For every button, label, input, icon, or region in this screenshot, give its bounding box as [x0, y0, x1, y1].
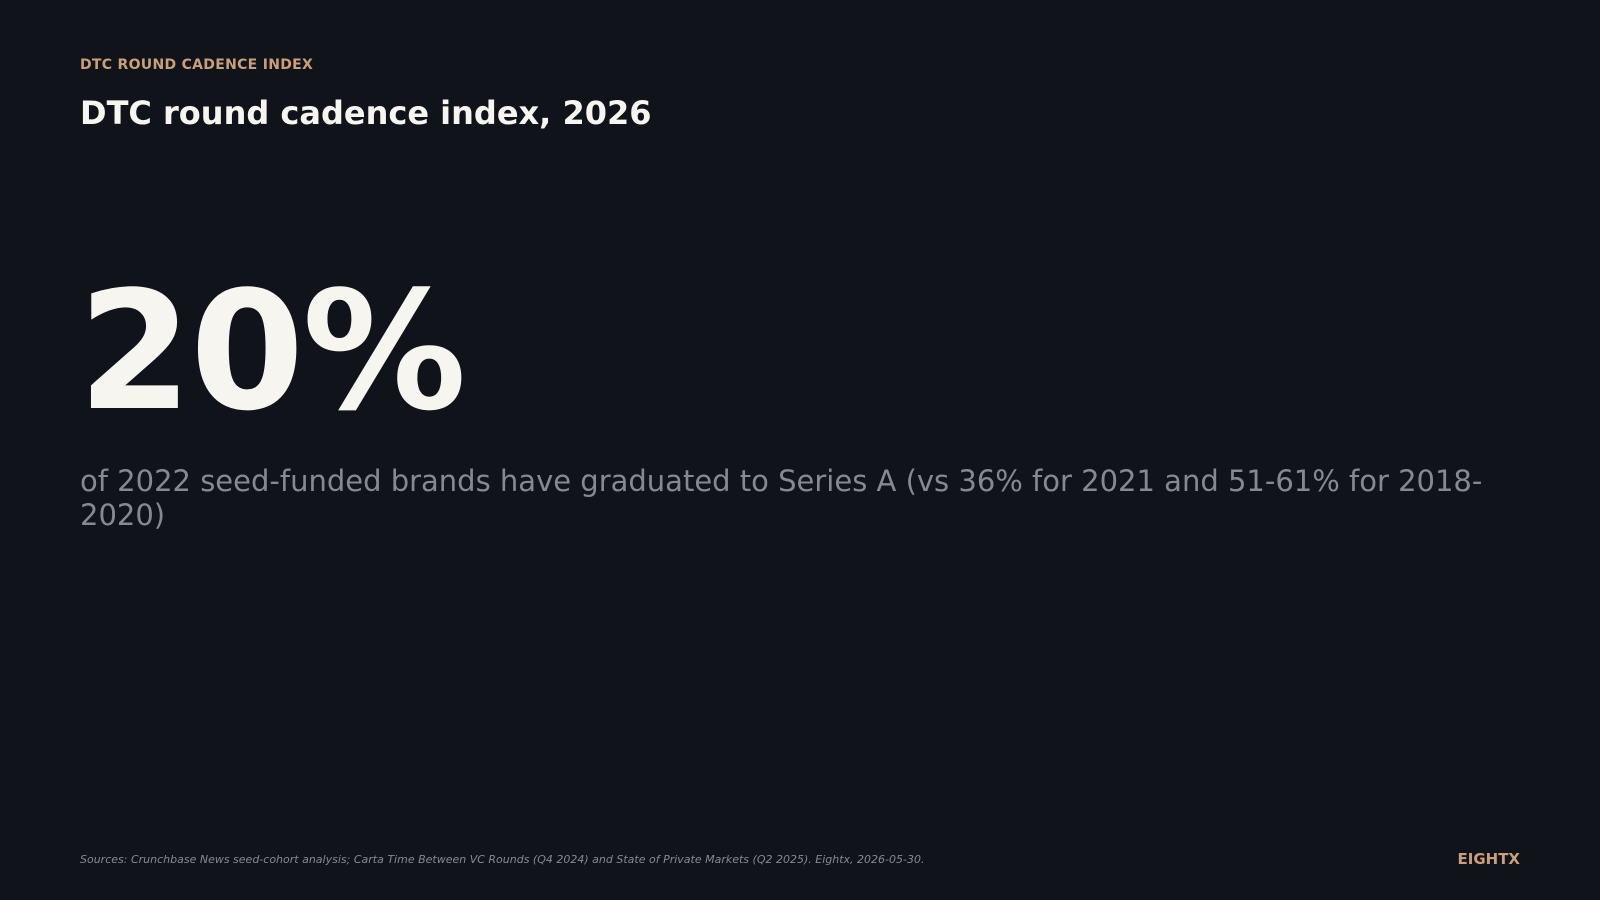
- source-note: Sources: Crunchbase News seed-cohort ana…: [80, 853, 925, 866]
- stat-value: 20%: [78, 256, 467, 447]
- stat-caption: of 2022 seed-funded brands have graduate…: [80, 464, 1483, 532]
- brand: EIGHTX: [1457, 850, 1521, 868]
- title: DTC round cadence index, 2026: [80, 94, 652, 132]
- kicker: DTC ROUND CADENCE INDEX: [80, 57, 314, 73]
